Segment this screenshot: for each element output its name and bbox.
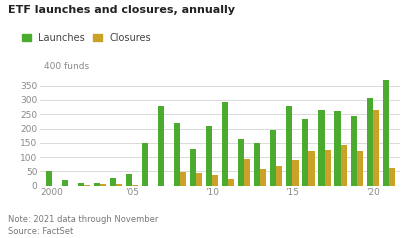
Bar xyxy=(212,175,218,186)
Bar xyxy=(309,151,315,186)
Bar xyxy=(254,143,260,186)
Bar xyxy=(324,150,330,186)
Bar xyxy=(94,183,100,186)
Bar xyxy=(228,179,234,186)
Bar xyxy=(110,178,116,186)
Bar xyxy=(270,130,276,186)
Bar xyxy=(46,171,52,186)
Bar xyxy=(180,172,186,186)
Bar xyxy=(78,183,84,186)
Bar xyxy=(341,145,347,186)
Bar xyxy=(357,151,363,186)
Bar xyxy=(222,102,228,186)
Text: ETF launches and closures, annually: ETF launches and closures, annually xyxy=(8,5,235,15)
Bar xyxy=(174,123,180,186)
Bar xyxy=(100,184,106,186)
Bar xyxy=(286,106,292,186)
Bar xyxy=(132,185,138,186)
Bar xyxy=(366,98,372,186)
Bar xyxy=(292,160,299,186)
Bar xyxy=(318,110,324,186)
Text: Note: 2021 data through November
Source: FactSet: Note: 2021 data through November Source:… xyxy=(8,215,158,236)
Bar xyxy=(238,139,244,186)
Bar xyxy=(276,166,282,186)
Bar xyxy=(116,184,122,186)
Bar xyxy=(190,149,196,186)
Bar xyxy=(61,180,68,186)
Bar xyxy=(244,159,250,186)
Bar xyxy=(351,116,357,186)
Bar xyxy=(196,173,202,186)
Bar xyxy=(126,174,132,186)
Legend: Launches, Closures: Launches, Closures xyxy=(22,33,151,43)
Text: 400 funds: 400 funds xyxy=(44,62,89,71)
Bar xyxy=(260,169,266,186)
Bar xyxy=(142,143,148,186)
Bar xyxy=(302,119,309,186)
Bar xyxy=(372,110,379,186)
Bar xyxy=(335,111,341,186)
Bar xyxy=(84,185,90,186)
Bar xyxy=(158,106,164,186)
Bar xyxy=(206,126,212,186)
Bar xyxy=(383,80,389,186)
Bar xyxy=(389,168,395,186)
